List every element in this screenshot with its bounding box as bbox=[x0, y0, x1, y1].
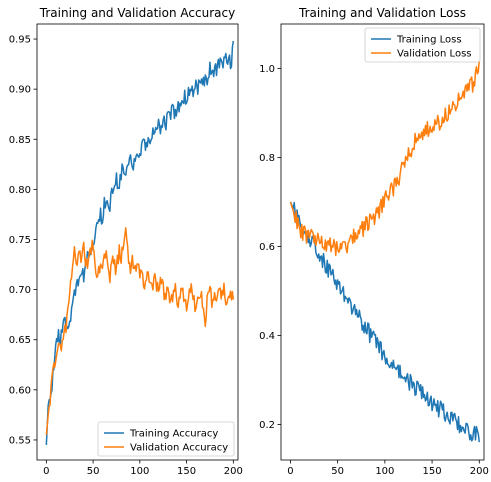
y-tick-label: 0.95 bbox=[9, 35, 31, 46]
plot-frame bbox=[280, 23, 485, 461]
series-line-training-loss bbox=[289, 201, 481, 443]
legend-label: Training Loss bbox=[396, 35, 462, 46]
x-tick-label: 50 bbox=[87, 466, 100, 477]
y-tick-label: 0.85 bbox=[9, 135, 31, 146]
y-tick-label: 0.6 bbox=[259, 242, 275, 253]
x-tick-label: 150 bbox=[177, 466, 196, 477]
series-line-validation-accuracy bbox=[45, 227, 235, 436]
legend: Training Accuracy Validation Accuracy bbox=[97, 421, 235, 457]
chart-panel-0: Training and Validation Accuracy 0 50 100 15… bbox=[9, 6, 243, 477]
chart-title: Training and Validation Loss bbox=[298, 6, 466, 20]
legend-label: Training Accuracy bbox=[129, 429, 218, 440]
y-tick-label: 0.80 bbox=[9, 185, 31, 196]
x-tick-label: 100 bbox=[130, 466, 149, 477]
y-tick-label: 1.0 bbox=[259, 64, 275, 75]
y-tick-label: 0.90 bbox=[9, 85, 31, 96]
y-tick-label: 0.60 bbox=[9, 385, 31, 396]
plot-frame bbox=[36, 23, 239, 461]
y-tick-label: 0.70 bbox=[9, 285, 31, 296]
y-tick-label: 0.75 bbox=[9, 235, 31, 246]
y-tick-label: 0.55 bbox=[9, 435, 31, 446]
series-line-validation-loss bbox=[289, 59, 481, 257]
y-tick-label: 0.4 bbox=[259, 331, 275, 342]
legend: Training Loss Validation Loss bbox=[364, 27, 481, 63]
chart-panel-1: Training and Validation Loss 0 50 100 150 200… bbox=[259, 6, 489, 477]
series-line-training-accuracy bbox=[45, 40, 235, 446]
y-tick-label: 0.8 bbox=[259, 153, 275, 164]
chart-title: Training and Validation Accuracy bbox=[39, 6, 235, 20]
legend-box bbox=[364, 27, 481, 63]
x-tick-label: 200 bbox=[470, 466, 489, 477]
x-tick-label: 0 bbox=[287, 466, 293, 477]
x-tick-label: 0 bbox=[43, 466, 49, 477]
y-tick-label: 0.65 bbox=[9, 335, 31, 346]
x-tick-label: 200 bbox=[224, 466, 243, 477]
y-tick-label: 0.2 bbox=[259, 420, 275, 431]
legend-label: Validation Loss bbox=[397, 49, 472, 60]
x-tick-label: 50 bbox=[331, 466, 344, 477]
legend-box bbox=[97, 421, 235, 457]
x-tick-label: 100 bbox=[375, 466, 394, 477]
legend-label: Validation Accuracy bbox=[130, 443, 228, 454]
x-tick-label: 150 bbox=[423, 466, 442, 477]
